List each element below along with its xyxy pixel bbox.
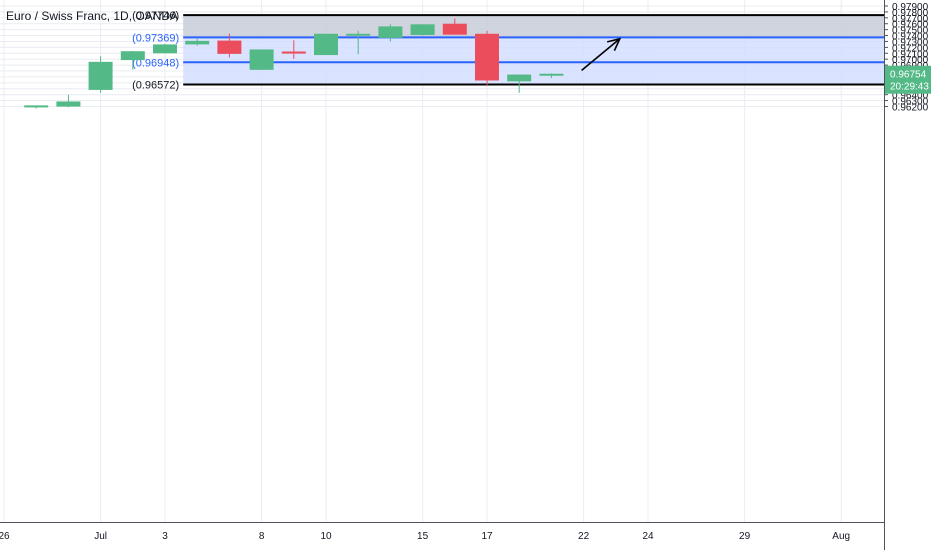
trend-arrow-head: [606, 37, 622, 51]
candle-body: [88, 61, 113, 90]
candle-body: [24, 105, 49, 108]
y-tick-label: 0.97000: [892, 55, 929, 66]
y-tick-label: 0.96200: [892, 102, 929, 113]
candle-body: [507, 74, 532, 82]
current-price-countdown: 20:29:43: [890, 82, 929, 93]
x-tick-label: 15: [417, 531, 429, 542]
y-tick-label: 0.97900: [892, 2, 929, 13]
candle-body: [314, 33, 338, 56]
x-tick-label: Aug: [832, 531, 850, 542]
x-tick-label: 8: [259, 531, 265, 542]
chart-title: Euro / Swiss Franc, 1D, OANDA: [6, 9, 179, 23]
candle-body: [378, 26, 403, 38]
trend-arrow-line: [581, 38, 621, 72]
candle-body: [185, 40, 210, 45]
x-tick-label: 3: [162, 531, 168, 542]
y-tick-label: 0.97400: [892, 32, 929, 43]
y-tick-label: 0.97100: [892, 49, 929, 60]
candle-body: [410, 24, 435, 35]
x-tick-label: 22: [578, 531, 590, 542]
x-tick-label: 10: [320, 531, 332, 542]
level-label: (0.96948): [132, 57, 179, 69]
level-label: (0.97746): [132, 10, 179, 22]
level-label: (0.97369): [132, 32, 179, 44]
y-tick-label: 0.96300: [892, 97, 929, 108]
y-tick-label: 0.97200: [892, 43, 929, 54]
y-tick-label: 0.97300: [892, 37, 929, 48]
zone-blue: [183, 37, 884, 85]
zone-grey: [183, 15, 884, 38]
candle-body: [346, 33, 371, 36]
y-tick-label: 0.97600: [892, 20, 929, 31]
candle-body: [249, 49, 274, 70]
candle-body: [539, 73, 564, 76]
candle-body: [153, 44, 177, 54]
x-tick-label: 24: [642, 531, 654, 542]
y-tick-label: 0.97700: [892, 14, 929, 25]
candle-body: [475, 33, 499, 81]
current-price-value: 0.96754: [890, 70, 927, 81]
y-tick-label: 0.97500: [892, 26, 929, 37]
x-tick-label: 17: [481, 531, 493, 542]
x-tick-label: 29: [739, 531, 751, 542]
current-price-tag: [885, 65, 931, 94]
candle-body: [56, 101, 81, 107]
y-tick-label: 0.97800: [892, 8, 929, 19]
candle-body: [281, 51, 306, 54]
candle-body: [442, 23, 467, 35]
x-tick-label: Jul: [94, 531, 107, 542]
candle-body: [120, 51, 145, 61]
level-label: (0.96572): [132, 79, 179, 91]
time-axis-bg: [0, 522, 884, 550]
y-tick-label: 0.96400: [892, 91, 929, 102]
x-tick-label: 26: [0, 531, 10, 542]
candle-body: [217, 40, 242, 54]
